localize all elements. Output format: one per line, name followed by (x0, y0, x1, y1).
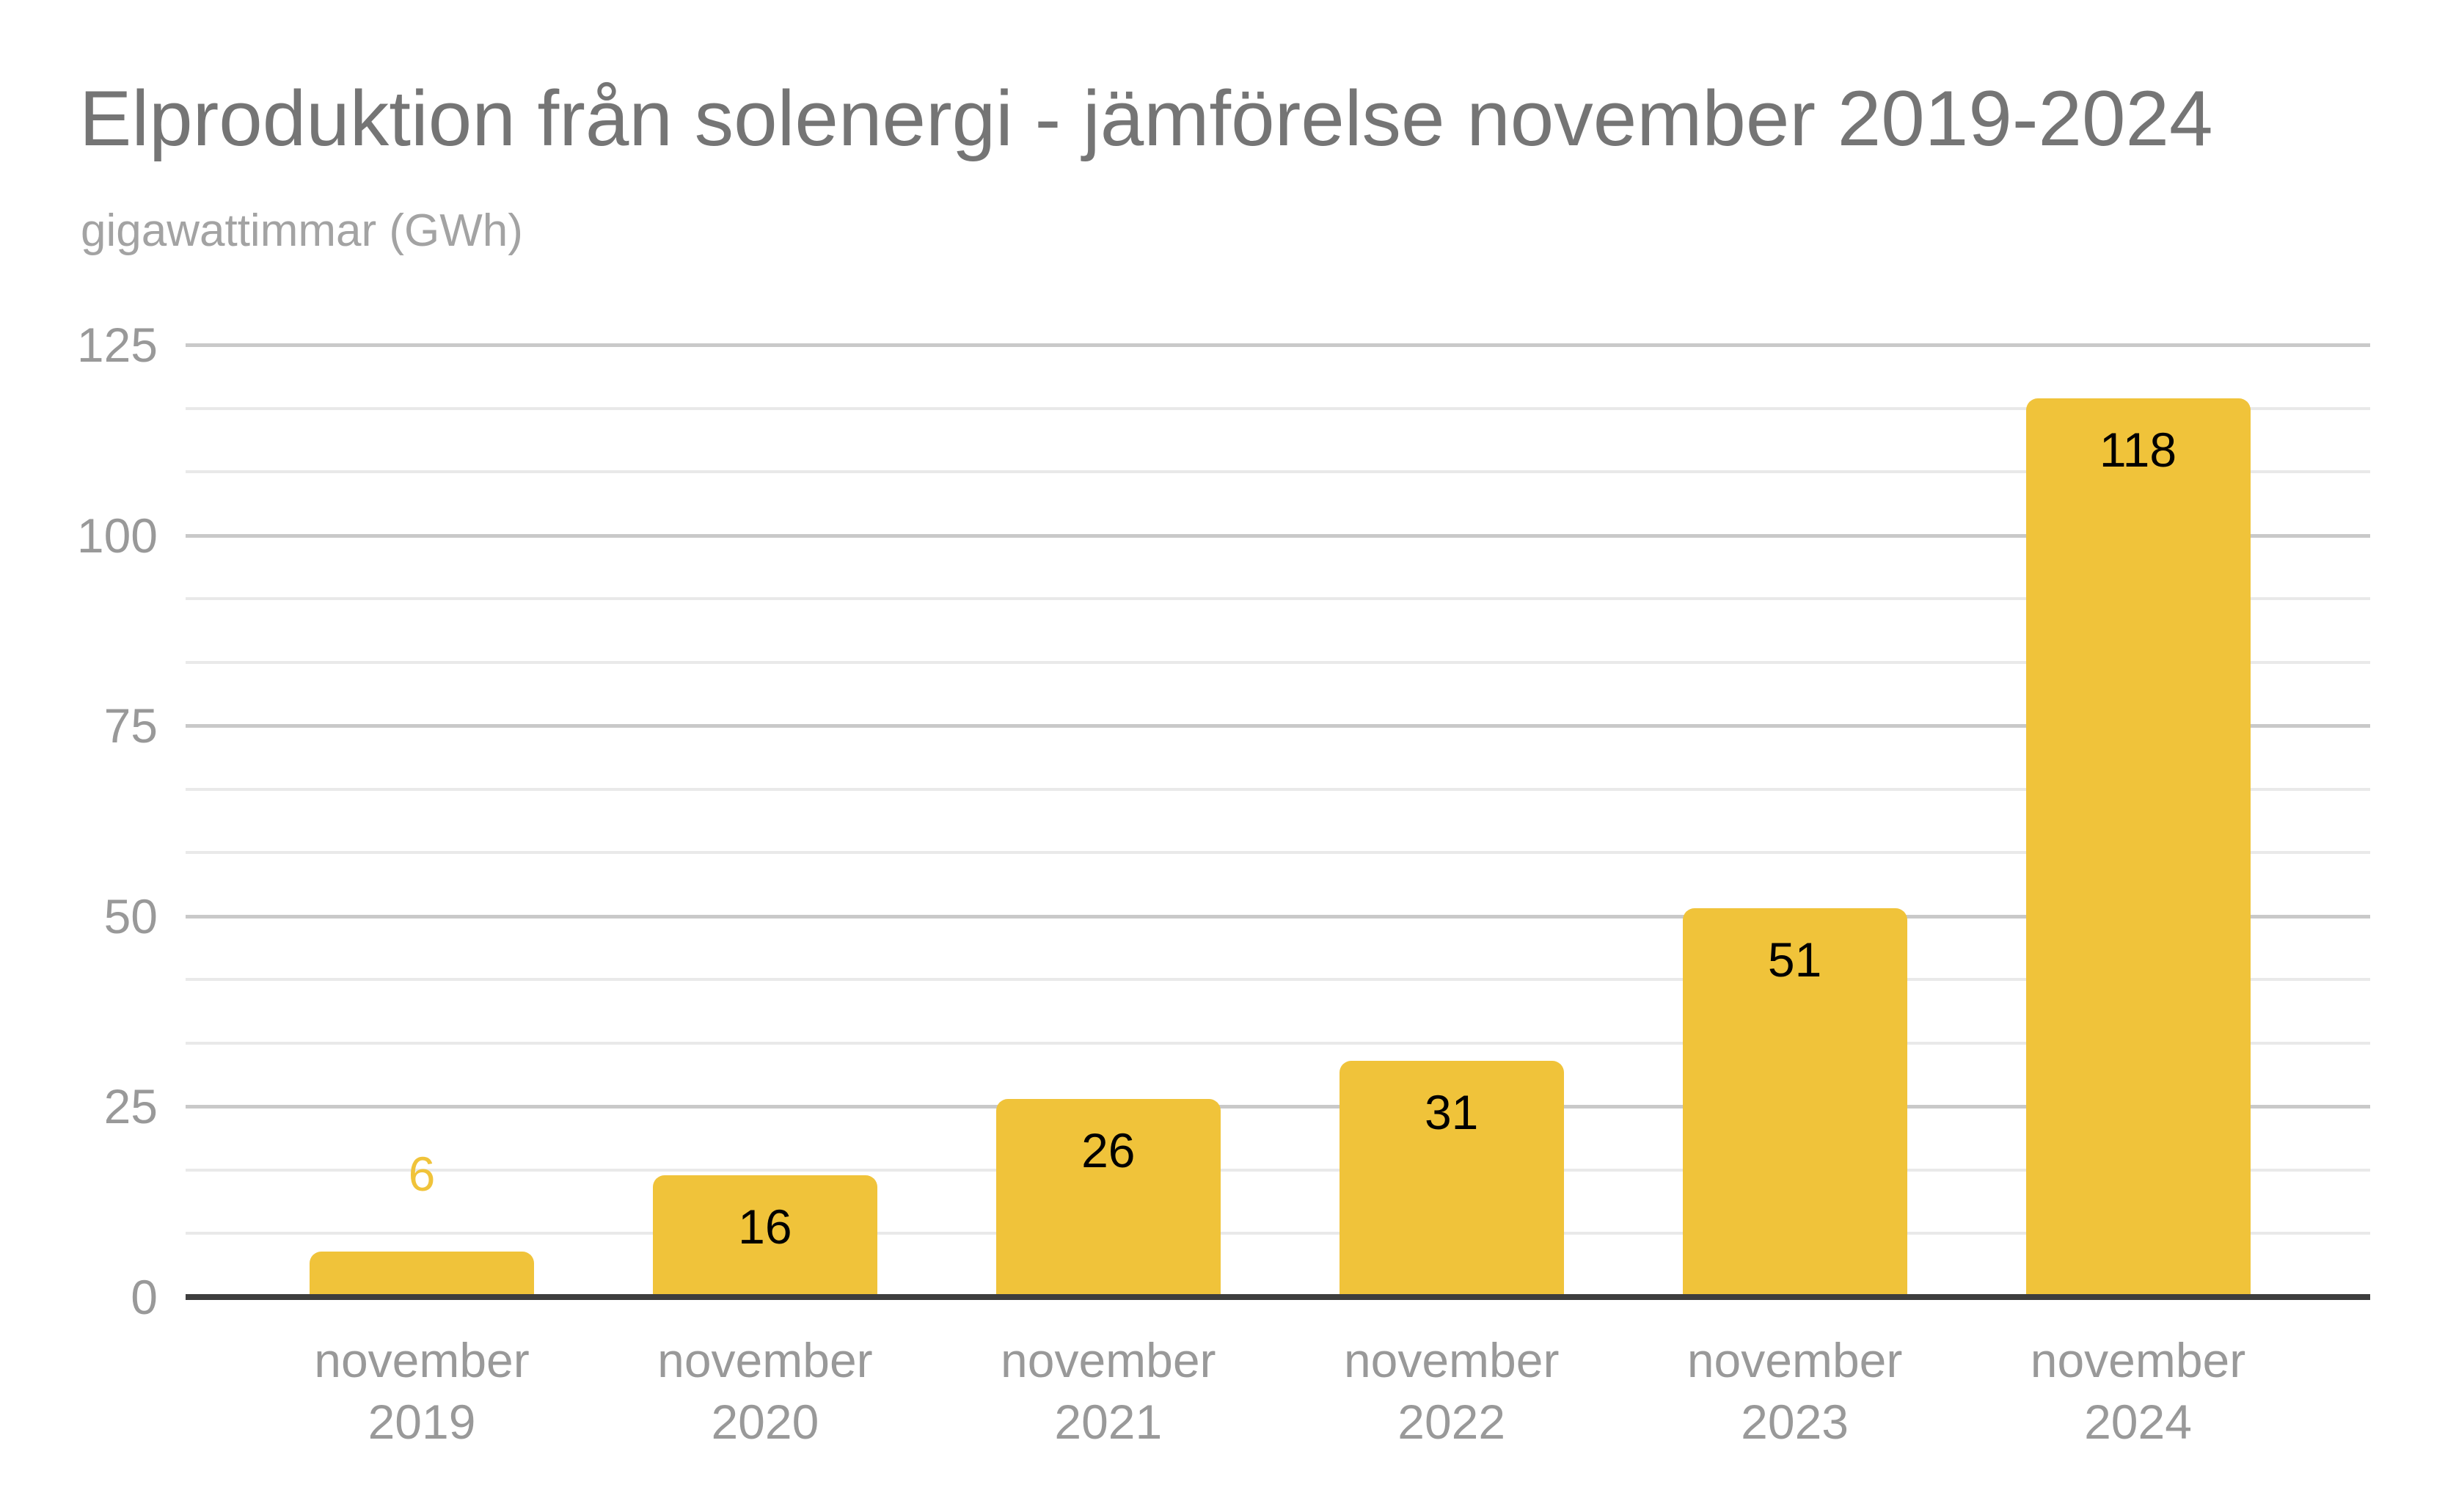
bar-value-label: 16 (738, 1199, 792, 1254)
bar-value-label: 118 (2099, 422, 2177, 477)
y-tick-label: 100 (76, 508, 158, 563)
x-category-label-line: november (1001, 1333, 1216, 1387)
x-category-label: november 2019 (231, 1329, 613, 1453)
bar-november-2019[interactable] (310, 1251, 534, 1297)
x-category-label-line: 2020 (711, 1395, 819, 1449)
gridline-minor (186, 1041, 2370, 1045)
x-category-label-line: november (2030, 1333, 2246, 1387)
x-category-label-line: november (1686, 1333, 1903, 1387)
x-category-label-line: 2024 (2084, 1395, 2192, 1449)
gridline-major (186, 1105, 2370, 1109)
bar-november-2021[interactable] (995, 1099, 1221, 1297)
x-category-label-line: november (1343, 1333, 1560, 1387)
x-category-label-line: 2019 (368, 1395, 476, 1449)
gridline-minor (186, 406, 2370, 410)
x-category-label: november 2023 (1604, 1329, 1986, 1453)
gridline-minor (186, 1232, 2370, 1235)
x-category-label-line: november (314, 1333, 530, 1387)
bar-value-label: 51 (1767, 932, 1822, 987)
x-category-label-line: 2023 (1741, 1395, 1849, 1449)
gridline-minor (186, 851, 2370, 855)
gridline-major (186, 724, 2370, 728)
bar-november-2024[interactable] (2025, 398, 2251, 1297)
bar-november-2020[interactable] (652, 1175, 877, 1297)
bar-november-2023[interactable] (1682, 908, 1907, 1297)
bar-value-label: 6 (408, 1146, 436, 1201)
x-category-label-line: 2022 (1397, 1395, 1506, 1449)
chart-title: Elproduktion från solenergi - jämförelse… (79, 74, 2213, 162)
y-tick-label: 25 (103, 1079, 158, 1134)
x-category-label: november 2021 (918, 1329, 1299, 1453)
gridline-major (186, 343, 2370, 347)
gridline-minor (186, 787, 2370, 791)
x-category-label: november 2022 (1261, 1329, 1642, 1453)
x-axis-line (186, 1294, 2370, 1300)
gridline-minor (186, 978, 2370, 982)
chart-subtitle: gigawattimmar (GWh) (81, 205, 523, 256)
x-category-label-line: november (657, 1333, 873, 1387)
gridline-major (186, 914, 2370, 918)
x-category-label: november 2024 (1948, 1329, 2329, 1453)
y-tick-label: 75 (103, 698, 158, 753)
gridline-major (186, 533, 2370, 538)
gridline-minor (186, 660, 2370, 664)
x-category-label: november 2020 (574, 1329, 956, 1453)
gridline-minor (186, 470, 2370, 474)
plot-area: 6 16 26 31 51 118 (186, 343, 2370, 1300)
bar-november-2022[interactable] (1339, 1061, 1564, 1297)
bar-value-label: 26 (1081, 1123, 1136, 1178)
y-tick-label: 50 (103, 888, 158, 943)
x-category-label-line: 2021 (1054, 1395, 1163, 1449)
y-tick-label: 0 (131, 1270, 158, 1324)
gridline-minor (186, 597, 2370, 601)
bar-value-label: 31 (1424, 1085, 1479, 1140)
gridline-minor (186, 1168, 2370, 1172)
y-tick-label: 125 (76, 318, 158, 372)
